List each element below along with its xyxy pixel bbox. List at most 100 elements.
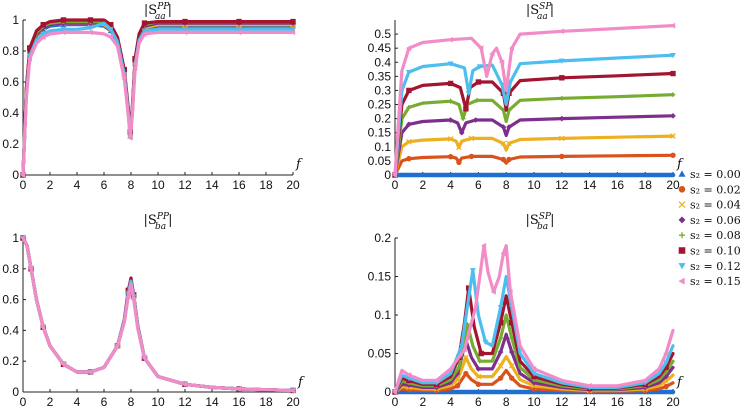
data-point-saa-7	[447, 36, 453, 43]
x-tick-label-sba: 0	[392, 395, 399, 409]
data-point-paa-6	[107, 27, 114, 33]
data-point-sba-1	[475, 381, 482, 387]
legend-label-4: s₂ = 0.08	[690, 229, 741, 242]
legend-marker-2	[678, 201, 686, 209]
y-tick-label-paa: 0	[12, 168, 19, 182]
x-tick-label-sba: 12	[555, 395, 569, 409]
series-line-paa-5	[21, 18, 295, 177]
data-point-saa-2	[447, 136, 454, 142]
data-point-saa-1	[559, 153, 565, 160]
y-tick-label-sba: 0.15	[368, 270, 392, 284]
data-point-saa-7	[669, 22, 676, 29]
data-point-saa-7	[558, 28, 565, 35]
data-point-paa-5	[60, 17, 67, 23]
data-point-saa-6	[405, 69, 412, 76]
plot-area-saa: 0 2 4 6 8 10 12 14 16 18 2000.050.10.150.20.250.30…	[368, 20, 680, 192]
data-point-saa-2	[456, 144, 462, 151]
x-tick-label-saa: 4	[447, 178, 454, 192]
y-tick-label-saa: 0.2	[374, 112, 391, 126]
data-point-paa-6	[290, 27, 296, 33]
data-point-sba-7	[480, 242, 487, 249]
data-point-sba-2	[463, 354, 469, 361]
subplot-sba: |SSP ba | 0 2 4 6 8 10 12 14 16 18 20 0 0.05 0.1 0.15 0.2…	[368, 212, 684, 409]
data-point-sba-7	[530, 365, 537, 372]
data-point-paa-7	[289, 29, 296, 36]
y-tick-label-paa: 0.4	[2, 106, 19, 120]
y-tick-label-pba: 1	[12, 231, 19, 245]
x-tick-label-paa: 20	[286, 178, 300, 192]
x-tick-label-paa: 18	[259, 178, 273, 192]
data-point-saa-5	[463, 106, 469, 112]
data-point-paa-7	[181, 29, 188, 36]
legend-marker-1	[678, 186, 686, 193]
data-point-saa-1	[506, 156, 512, 163]
y-tick-label-saa: 0.45	[368, 41, 392, 55]
data-point-saa-2	[506, 140, 512, 147]
subplot-pba: |SPP ba | 0 2 4 6 8 10 12 14 16 18 2000.20.40.60.81 …	[2, 212, 305, 409]
data-point-sba-7	[663, 350, 669, 357]
data-point-sba-4	[509, 335, 515, 341]
series-line-paa-4	[21, 20, 295, 177]
data-point-saa-6	[447, 61, 454, 67]
data-point-pba-7	[40, 324, 46, 331]
y-tick-label-saa: 0.15	[368, 126, 392, 140]
data-point-saa-7	[499, 59, 505, 66]
data-point-sba-7	[433, 377, 439, 384]
x-tick-label-pba: 0	[20, 395, 27, 409]
data-point-saa-1	[670, 152, 676, 158]
data-point-saa-5	[670, 70, 676, 77]
data-point-sba-4	[456, 364, 462, 370]
legend-marker-3	[678, 216, 686, 224]
y-tick-label-pba: 0.4	[2, 323, 19, 337]
x-tick-label-pba: 8	[128, 395, 135, 409]
data-point-paa-5	[141, 20, 148, 26]
data-point-paa-7	[19, 172, 26, 178]
data-point-saa-1	[456, 159, 462, 166]
x-tick-label-paa: 6	[101, 178, 108, 192]
data-point-sba-7	[642, 377, 648, 384]
series-line-pba-5	[21, 236, 295, 393]
data-point-saa-1	[500, 156, 507, 163]
data-point-saa-2	[558, 135, 565, 142]
x-tick-label-pba: 6	[101, 395, 108, 409]
data-point-saa-7	[391, 172, 398, 178]
x-tick-label-sba: 6	[475, 395, 482, 409]
data-point-sba-1	[663, 383, 669, 390]
y-tick-label-saa: 0.05	[368, 154, 392, 168]
legend-label-6: s₂ = 0.12	[690, 260, 741, 273]
series-line-pba-6	[21, 236, 295, 393]
data-point-pba-7	[181, 381, 188, 388]
data-point-sba-6	[663, 360, 669, 366]
legend-marker-6	[678, 263, 686, 270]
data-point-pba-7	[289, 387, 296, 394]
data-point-sba-3	[475, 366, 482, 372]
data-point-paa-7	[60, 29, 66, 36]
data-point-pba-7	[60, 361, 66, 368]
y-tick-label-paa: 0.8	[2, 44, 19, 58]
legend: s₂ = 0.00 s₂ = 0.02 s₂ = 0.04 s₂ = 0.06 s₂ =…	[678, 168, 741, 288]
data-point-saa-3	[558, 115, 565, 122]
data-point-saa-2	[670, 133, 676, 139]
title-saa: |SSP aa |	[526, 2, 554, 22]
data-point-pba-7	[87, 369, 93, 375]
data-point-sba-6	[469, 268, 476, 274]
x-tick-label-sba: 8	[503, 395, 510, 409]
x-tick-label-paa: 10	[151, 178, 165, 192]
x-tick-label-saa: 8	[503, 178, 510, 192]
data-point-sba-7	[490, 288, 496, 295]
data-point-paa-7	[40, 34, 46, 40]
data-point-saa-2	[406, 138, 412, 145]
data-point-sba-5	[478, 350, 484, 357]
data-point-saa-3	[447, 117, 454, 123]
x-tick-label-saa: 16	[611, 178, 625, 192]
data-point-sba-1	[509, 375, 515, 381]
data-point-saa-3	[406, 121, 412, 128]
data-point-paa-6	[60, 27, 67, 33]
y-tick-label-paa: 0.2	[2, 137, 19, 151]
legend-label-7: s₂ = 0.15	[690, 275, 741, 288]
x-tick-label-sba: 16	[611, 395, 625, 409]
data-point-sba-3	[508, 349, 515, 355]
data-point-sba-6	[482, 339, 489, 345]
data-point-saa-7	[478, 45, 484, 52]
